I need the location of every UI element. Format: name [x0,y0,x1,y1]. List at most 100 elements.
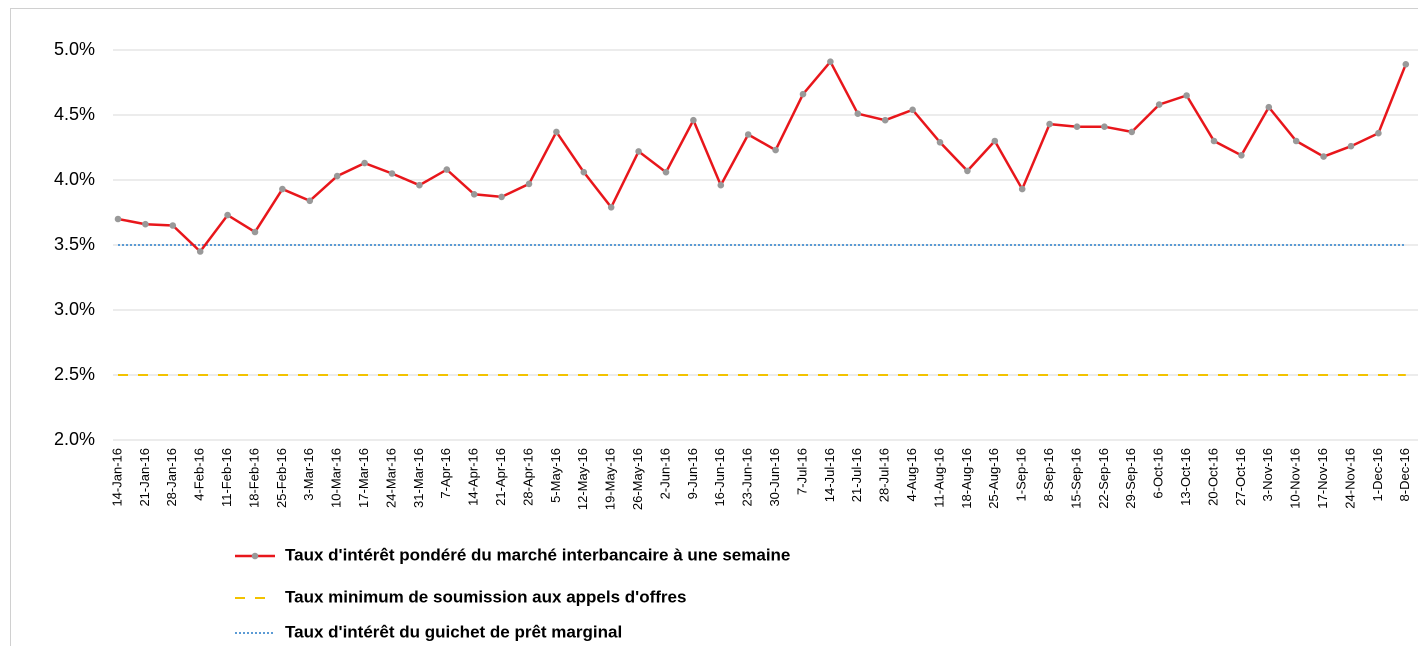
y-tick-label: 3.5% [54,234,95,254]
y-tick-label: 5.0% [54,39,95,59]
point [443,166,451,173]
x-tick-label: 17-Mar-16 [356,448,371,508]
y-tick-label: 4.5% [54,104,95,124]
point [1320,153,1327,160]
x-tick-label: 10-Nov-16 [1288,448,1303,509]
point [1292,137,1300,145]
x-tick-label: 21-Jul-16 [849,448,864,502]
point [333,172,341,180]
point [1101,123,1108,130]
point [1018,185,1026,193]
x-tick-label: 7-Apr-16 [438,448,453,499]
point [388,170,396,177]
y-tick-label: 2.5% [54,364,95,384]
point [662,168,670,176]
x-tick-label: 31-Mar-16 [411,448,426,508]
legend-label: Taux d'intérêt du guichet de prêt margin… [285,622,622,641]
x-tick-label: 14-Jan-16 [109,448,124,507]
x-tick-label: 18-Feb-16 [246,448,261,508]
x-tick-label: 19-May-16 [603,448,618,510]
point [470,191,478,198]
x-tick-label: 27-Oct-16 [1233,448,1248,506]
point [1210,137,1218,145]
point [1046,120,1053,128]
x-tick-label: 18-Aug-16 [959,448,974,509]
point [744,131,752,138]
x-tick-label: 21-Jan-16 [137,448,152,507]
point [827,58,834,65]
point [799,90,807,98]
legend-marker [251,552,259,560]
point [416,181,423,189]
y-tick-label: 3.0% [54,299,95,319]
point [1155,101,1163,108]
x-tick-label: 5-May-16 [548,448,563,503]
x-tick-label: 1-Dec-16 [1370,448,1385,501]
x-tick-label: 20-Oct-16 [1205,448,1220,506]
point [854,110,862,117]
x-tick-label: 11-Feb-16 [219,448,234,507]
point [881,116,889,124]
x-tick-label: 14-Apr-16 [466,448,481,506]
point [251,228,259,236]
y-tick-label: 2.0% [54,429,95,449]
x-tick-label: 24-Nov-16 [1342,448,1357,509]
x-tick-label: 3-Mar-16 [301,448,316,501]
x-tick-label: 4-Aug-16 [904,448,919,501]
x-tick-label: 22-Sep-16 [1096,448,1111,509]
point [279,185,286,193]
y-tick-label: 4.0% [54,169,95,189]
point [772,146,779,154]
point [553,128,560,136]
point [1347,142,1355,150]
point [690,116,697,124]
x-tick-label: 28-Jul-16 [877,448,892,502]
x-tick-label: 10-Mar-16 [329,448,344,508]
point [1128,128,1136,136]
point [224,211,231,219]
point [1238,152,1245,159]
x-tick-label: 15-Sep-16 [1068,448,1083,509]
x-tick-label: 16-Jun-16 [712,448,727,507]
point [196,248,204,255]
point [936,139,944,146]
x-tick-label: 8-Sep-16 [1041,448,1056,501]
x-tick-label: 25-Aug-16 [986,448,1001,509]
point [1375,129,1382,137]
point [361,159,368,167]
point [306,197,314,205]
point [169,222,177,229]
x-tick-label: 8-Dec-16 [1397,448,1412,501]
x-tick-label: 14-Jul-16 [822,448,837,502]
x-tick-label: 4-Feb-16 [192,448,207,501]
x-tick-label: 30-Jun-16 [767,448,782,507]
x-tick-label: 7-Jul-16 [794,448,809,495]
x-tick-label: 28-Apr-16 [520,448,535,506]
frame [10,8,1418,646]
point [142,220,149,228]
point [498,193,505,201]
x-tick-label: 21-Apr-16 [493,448,508,506]
x-tick-label: 23-Jun-16 [740,448,755,507]
point [991,137,999,145]
point [717,181,725,189]
point [114,215,122,223]
x-tick-label: 29-Sep-16 [1123,448,1138,509]
point [909,106,916,114]
x-tick-label: 2-Jun-16 [657,448,672,499]
x-tick-label: 1-Sep-16 [1014,448,1029,501]
x-tick-label: 26-May-16 [630,448,645,510]
point [1183,92,1190,99]
x-tick-label: 6-Oct-16 [1151,448,1166,499]
point [1265,103,1273,111]
point [580,168,588,176]
x-tick-label: 3-Nov-16 [1260,448,1275,501]
x-tick-label: 17-Nov-16 [1315,448,1330,509]
x-tick-label: 12-May-16 [575,448,590,510]
x-tick-label: 24-Mar-16 [383,448,398,508]
x-tick-label: 13-Oct-16 [1178,448,1193,506]
point [1073,123,1081,130]
point [635,148,642,155]
point [964,167,971,175]
